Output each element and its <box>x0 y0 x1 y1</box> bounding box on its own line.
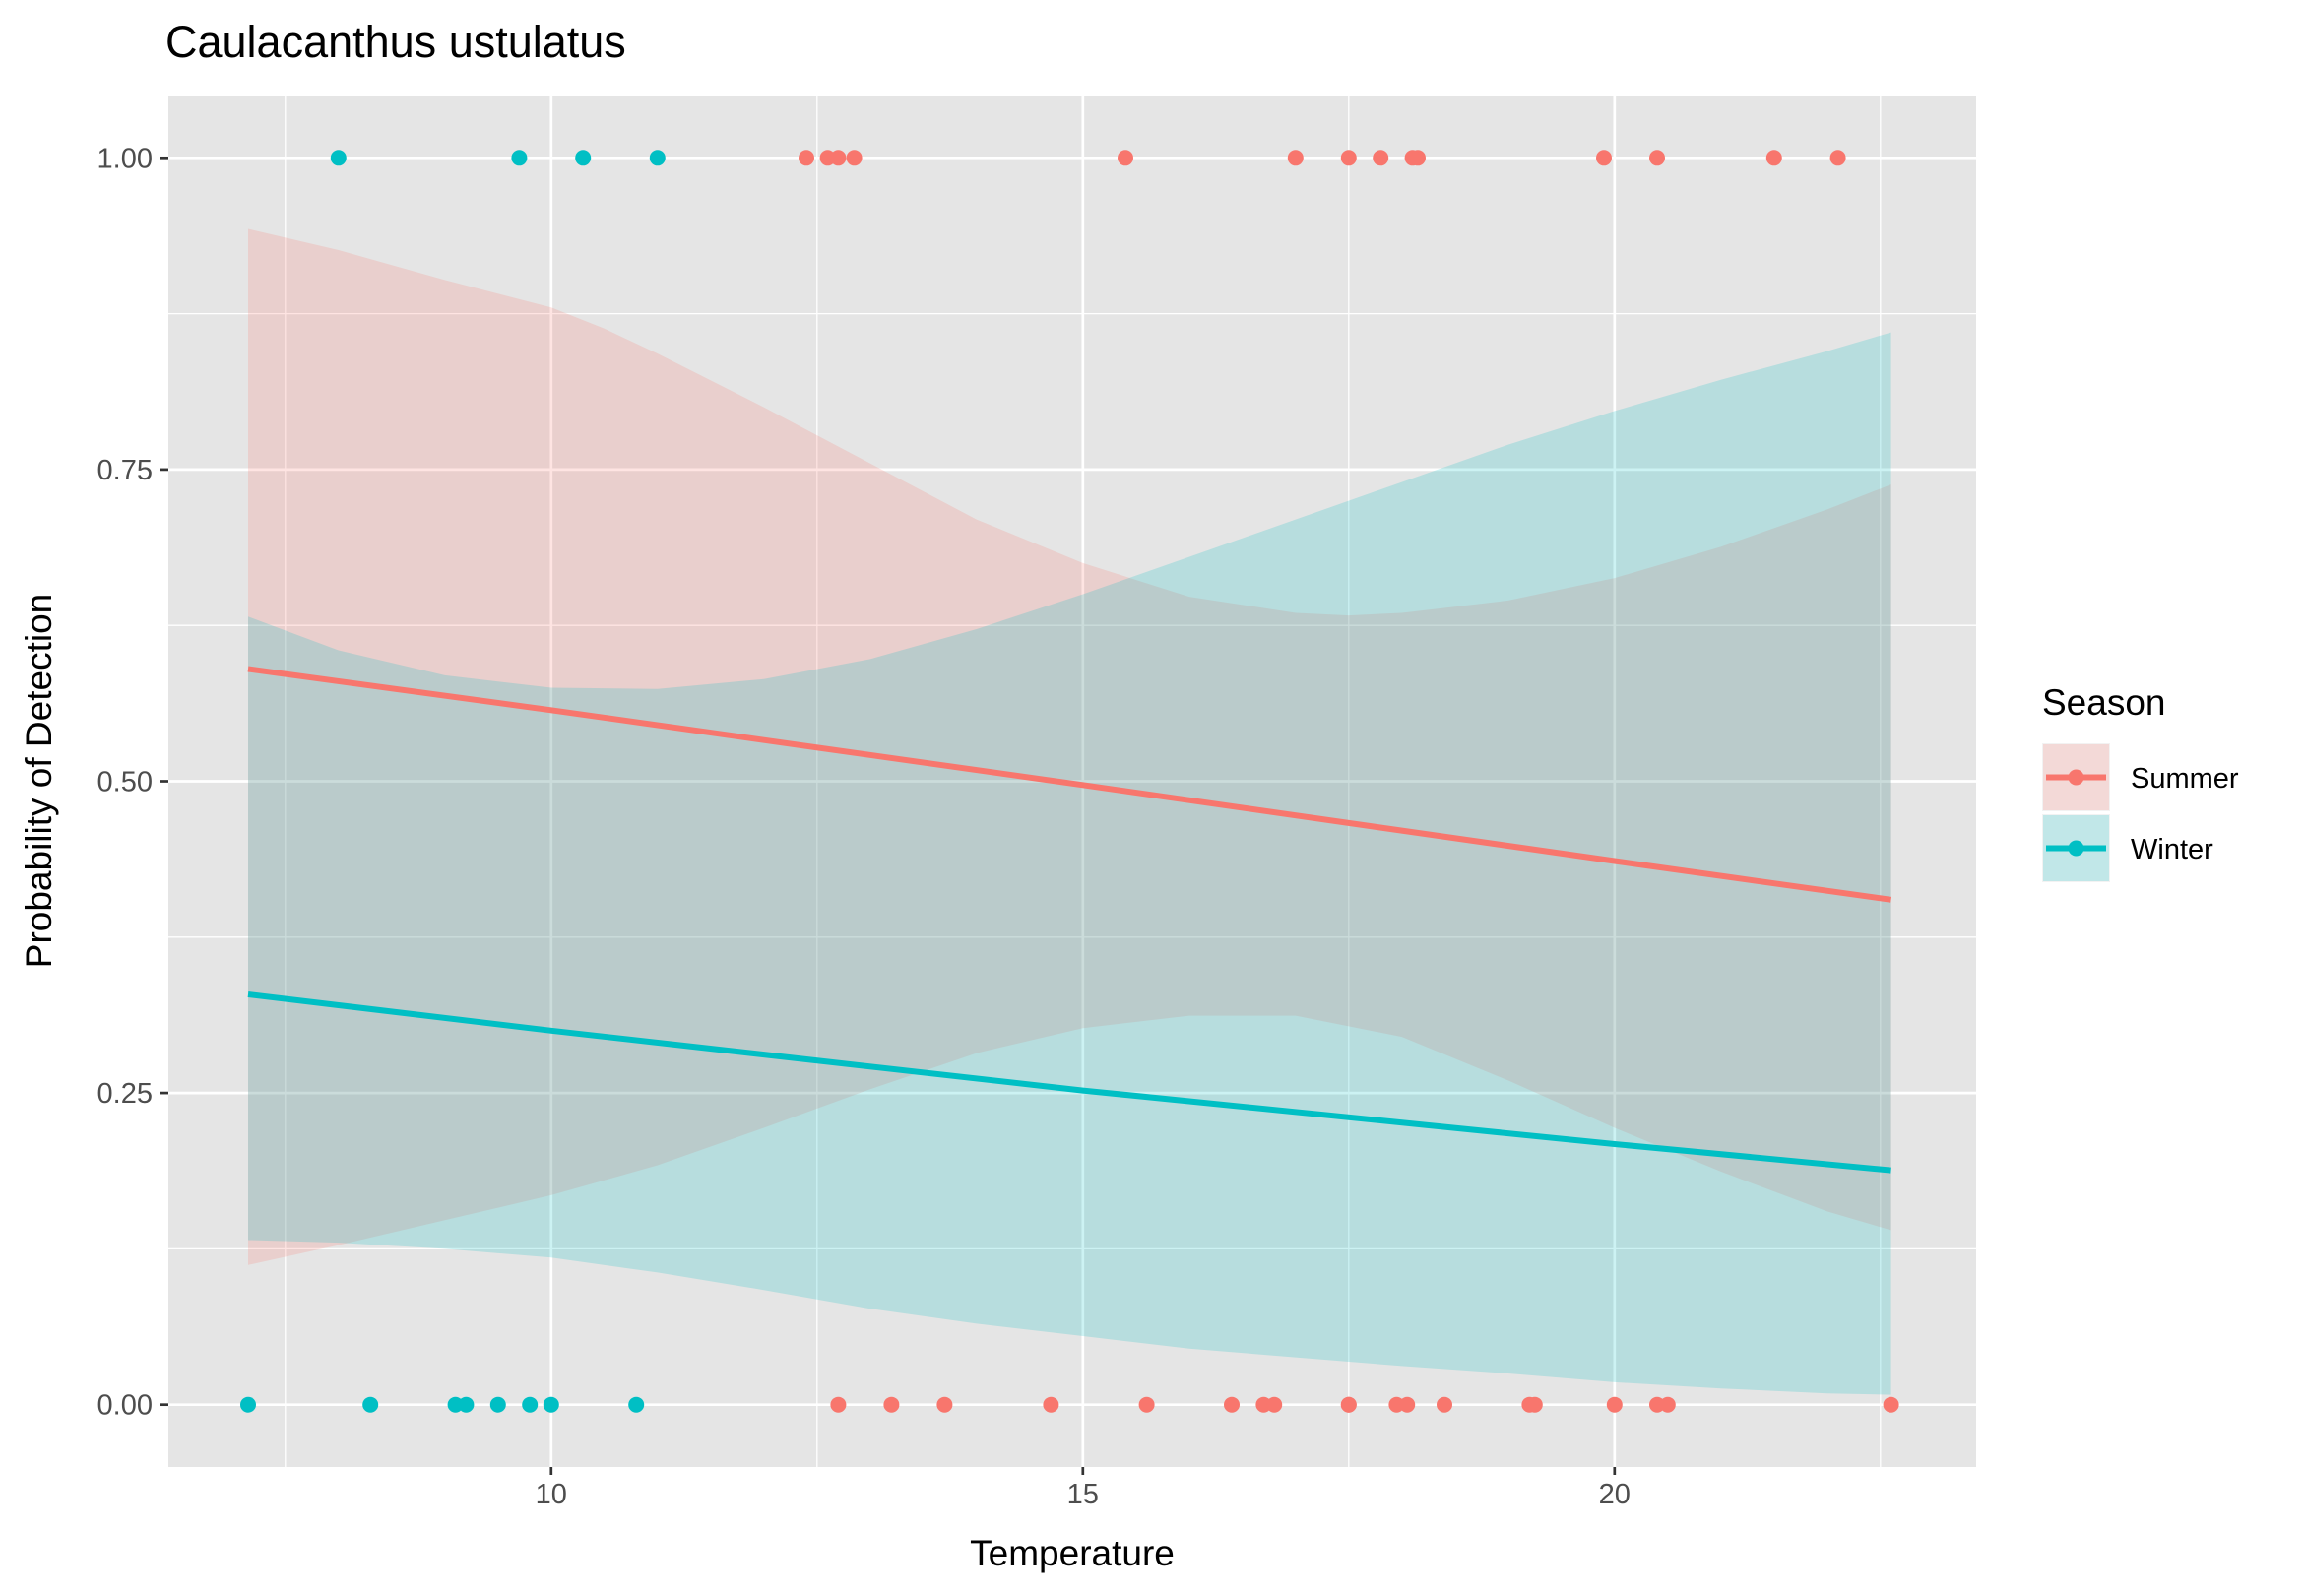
confidence-ribbon-summer <box>248 228 1891 1265</box>
data-point-winter <box>489 1396 506 1413</box>
legend-label: Summer <box>2131 763 2239 795</box>
legend: Season Summer Winter <box>2042 682 2239 882</box>
plot-title: Caulacanthus ustulatus <box>165 17 626 67</box>
fit-lines <box>247 666 1892 1174</box>
data-point-summer <box>1606 1396 1623 1413</box>
data-point-summer <box>1526 1396 1543 1413</box>
data-point-summer <box>1340 1396 1357 1413</box>
data-point-summer <box>1596 150 1612 166</box>
y-tick-label: 0.75 <box>97 455 153 486</box>
data-point-summer <box>846 150 863 166</box>
y-tick-label: 0.00 <box>97 1390 153 1422</box>
data-point-winter <box>458 1396 475 1413</box>
data-point-summer <box>1437 1396 1452 1413</box>
data-point-summer <box>1224 1396 1240 1413</box>
data-point-winter <box>362 1396 379 1413</box>
data-point-winter <box>649 150 666 166</box>
legend-key-point <box>2068 769 2084 786</box>
data-point-summer <box>1399 1396 1416 1413</box>
data-point-summer <box>830 1396 847 1413</box>
data-point-winter <box>628 1396 645 1413</box>
data-point-summer <box>1266 1396 1283 1413</box>
data-point-summer <box>1410 150 1426 166</box>
legend-title: Season <box>2042 682 2166 723</box>
data-point-winter <box>543 1396 559 1413</box>
data-point-winter <box>575 150 592 166</box>
data-point-summer <box>1883 1396 1899 1413</box>
data-point-summer <box>1287 150 1304 166</box>
data-point-summer <box>1340 150 1357 166</box>
x-tick-label: 15 <box>1067 1479 1099 1510</box>
y-tick-label: 1.00 <box>97 143 153 174</box>
data-point-winter <box>522 1396 539 1413</box>
data-point-winter <box>330 150 347 166</box>
data-point-summer <box>883 1396 900 1413</box>
data-point-summer <box>1659 1396 1676 1413</box>
data-point-winter <box>511 150 528 166</box>
data-point-winter <box>240 1396 256 1413</box>
data-point-summer <box>1138 1396 1155 1413</box>
data-points <box>240 150 1899 1413</box>
legend-label: Winter <box>2131 834 2213 865</box>
data-point-summer <box>830 150 847 166</box>
data-point-summer <box>1043 1396 1059 1413</box>
y-axis-title: Probability of Detection <box>19 594 59 968</box>
legend-key-point <box>2068 840 2084 857</box>
x-tick-label: 10 <box>536 1479 567 1510</box>
y-axis-ticks: 0.00 0.25 0.50 0.75 1.00 <box>97 143 168 1422</box>
legend-keys: Summer Winter <box>2042 743 2239 882</box>
legend-entry-summer: Summer <box>2042 743 2239 811</box>
data-point-summer <box>1373 150 1389 166</box>
y-tick-label: 0.50 <box>97 767 153 798</box>
x-axis-ticks: 10 15 20 <box>536 1467 1631 1510</box>
data-point-summer <box>936 1396 953 1413</box>
fit-line-summer <box>247 666 1892 903</box>
y-tick-label: 0.25 <box>97 1078 153 1110</box>
fit-line-winter <box>247 991 1891 1174</box>
data-point-summer <box>799 150 814 166</box>
data-point-summer <box>1118 150 1133 166</box>
data-point-summer <box>1829 150 1846 166</box>
legend-entry-winter: Winter <box>2042 814 2213 882</box>
x-tick-label: 20 <box>1599 1479 1631 1510</box>
data-point-summer <box>1649 150 1665 166</box>
x-axis-title: Temperature <box>970 1533 1175 1573</box>
data-point-summer <box>1765 150 1782 166</box>
